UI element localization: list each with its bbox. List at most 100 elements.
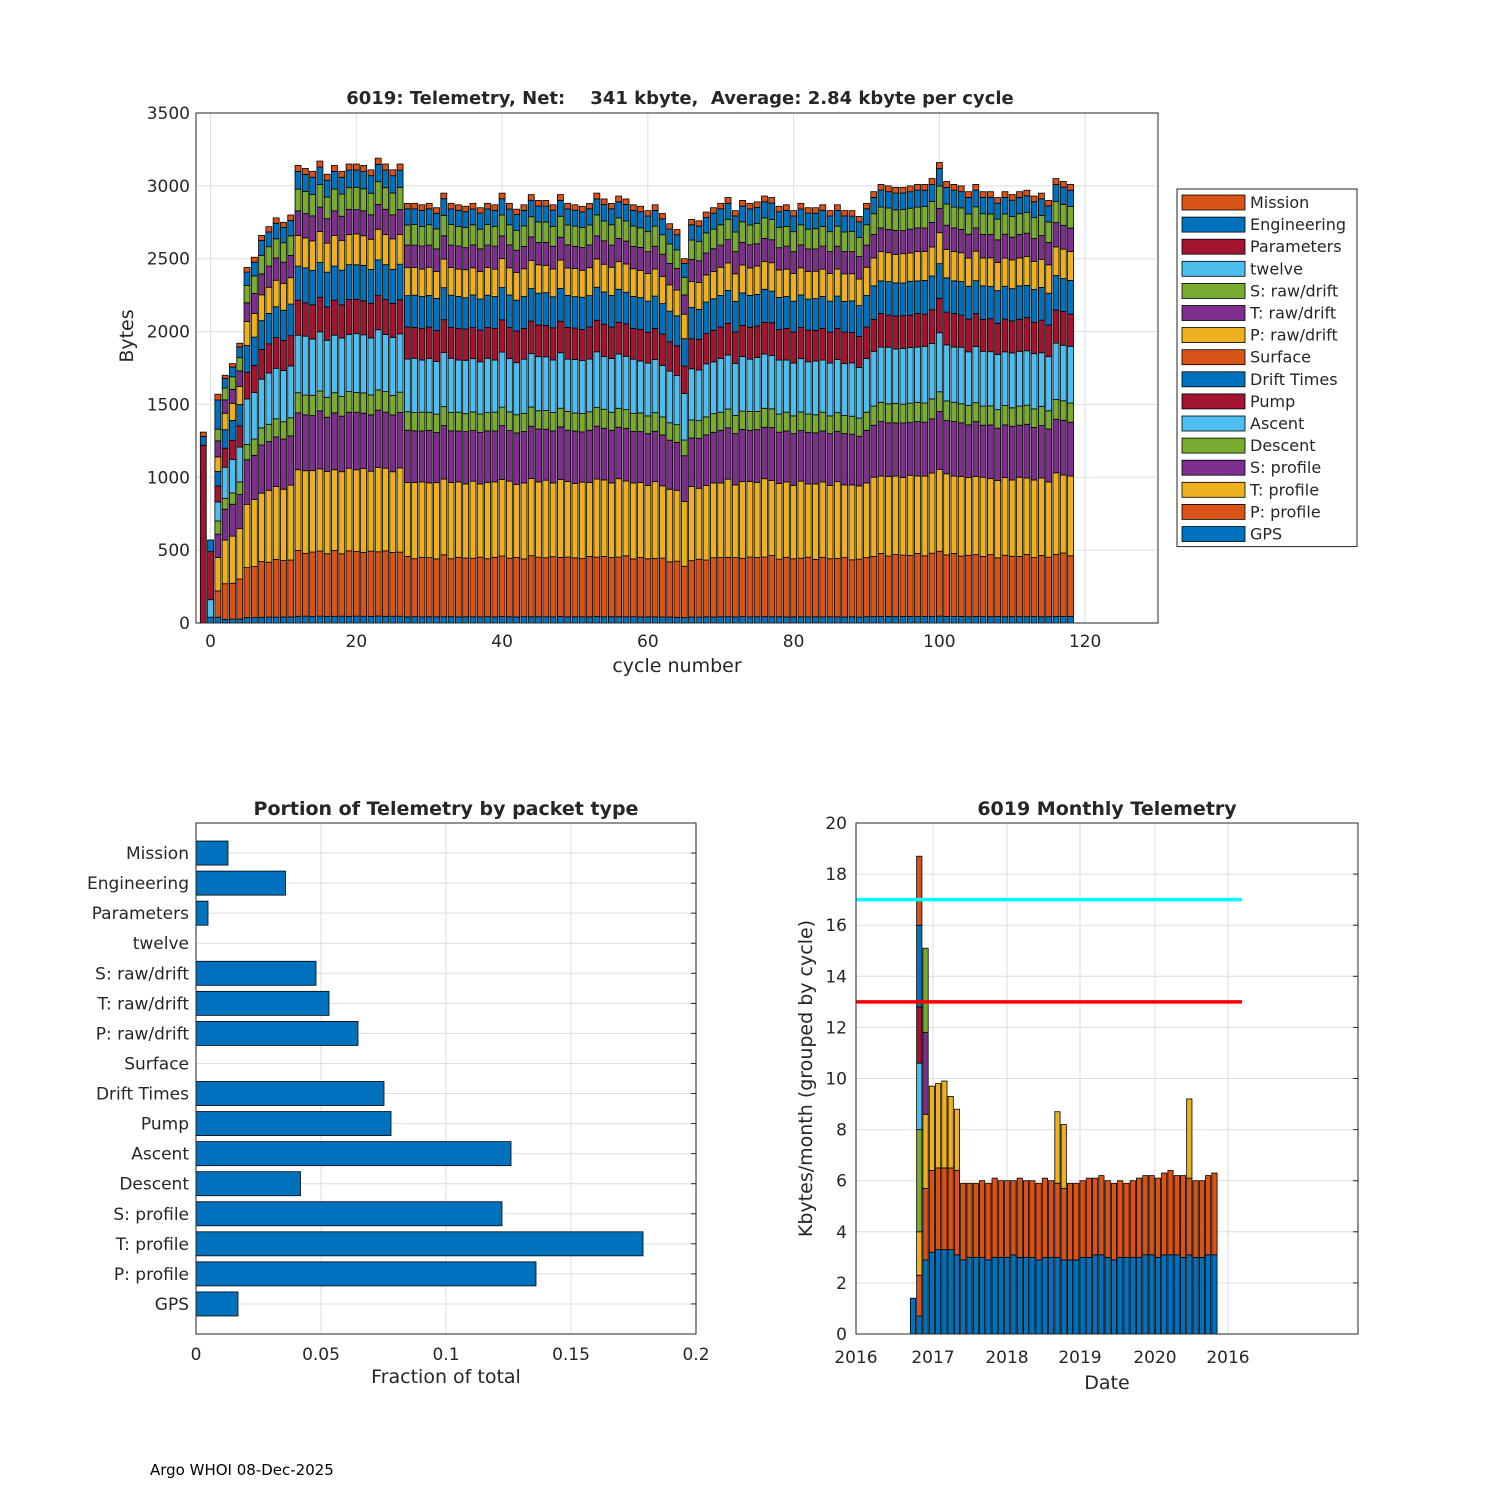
bar-segment	[396, 187, 404, 210]
bar-segment	[403, 208, 411, 226]
bar-segment	[250, 313, 258, 338]
bar-segment	[833, 328, 841, 360]
bar-segment	[331, 615, 338, 624]
bar-segment	[1059, 474, 1067, 554]
bar	[195, 840, 229, 866]
month-bar-segment	[960, 1182, 967, 1261]
bar-segment	[287, 365, 295, 419]
bar-segment	[819, 204, 827, 211]
bar-segment	[367, 394, 375, 416]
bar-segment	[593, 556, 601, 617]
bar-segment	[309, 176, 316, 196]
bar-segment	[600, 204, 608, 222]
bar-segment	[906, 185, 914, 193]
bar-segment	[352, 264, 360, 300]
bar-segment	[367, 238, 375, 270]
bar-segment	[673, 268, 681, 291]
bar-segment	[753, 201, 761, 208]
bar-segment	[790, 231, 797, 253]
bar-segment	[1052, 178, 1060, 185]
legend-label: P: profile	[1250, 502, 1321, 521]
chart-title: Portion of Telemetry by packet type	[254, 798, 639, 820]
bar-segment	[841, 363, 849, 416]
bar-segment	[972, 346, 980, 404]
bar-segment	[986, 257, 994, 287]
bar-segment	[790, 433, 797, 486]
bar-segment	[229, 439, 236, 460]
bar-segment	[258, 273, 265, 296]
bar-segment	[411, 616, 419, 624]
bar-segment	[367, 169, 375, 177]
bar-segment	[884, 314, 892, 348]
bar-segment	[440, 198, 448, 216]
bar-segment	[1023, 553, 1031, 618]
bar-segment	[564, 481, 572, 558]
bar-segment	[221, 497, 229, 510]
bar-segment	[680, 392, 688, 441]
bar-segment	[790, 558, 797, 618]
bar-segment	[782, 268, 790, 297]
bar-segment	[724, 202, 732, 220]
bar-segment	[731, 251, 739, 275]
bar-segment	[775, 226, 783, 249]
bar-segment	[753, 482, 761, 558]
bar-segment	[812, 228, 819, 250]
bar-segment	[782, 327, 790, 361]
bar-segment	[214, 393, 222, 401]
month-bar-segment	[916, 1274, 923, 1317]
bar-segment	[884, 403, 892, 424]
bar-segment	[338, 193, 346, 217]
bar-segment	[855, 305, 863, 337]
bar-segment	[761, 261, 768, 290]
bar-segment	[855, 558, 863, 618]
bar-segment	[1016, 476, 1023, 557]
bar-segment	[527, 320, 535, 355]
bar-segment	[761, 195, 768, 203]
month-bar-segment	[966, 1182, 973, 1258]
x-tick-label: 60	[637, 632, 659, 652]
legend-swatch	[1181, 503, 1246, 520]
month-bar-segment	[953, 1108, 960, 1171]
bar-segment	[921, 345, 929, 404]
bar-segment	[782, 359, 790, 413]
bar-segment	[1052, 616, 1060, 624]
bar-segment	[986, 318, 994, 353]
bar-segment	[957, 616, 965, 624]
bar-segment	[549, 204, 557, 211]
bar-segment	[899, 192, 907, 210]
bar-segment	[571, 557, 579, 618]
bar-segment	[469, 244, 477, 269]
bar-segment	[710, 207, 717, 214]
bar-segment	[724, 218, 732, 241]
bar-segment	[396, 234, 404, 265]
bar-segment	[250, 336, 258, 366]
bar-segment	[761, 426, 768, 480]
bar-segment	[425, 616, 433, 624]
bar-segment	[520, 616, 528, 624]
bar-segment	[899, 554, 907, 617]
category-label: Descent	[119, 1175, 189, 1195]
bar-segment	[236, 618, 244, 624]
bar-segment	[833, 225, 841, 247]
bar-segment	[921, 555, 929, 617]
bar-segment	[731, 363, 739, 416]
bar-segment	[804, 248, 812, 272]
bar-segment	[243, 271, 251, 286]
bar-segment	[1016, 234, 1023, 259]
bar-segment	[666, 284, 674, 312]
bar-segment	[272, 238, 280, 259]
bar-segment	[323, 242, 331, 273]
bar-segment	[928, 398, 936, 420]
bar-segment	[352, 551, 360, 617]
bar-segment	[797, 244, 805, 269]
bar-segment	[739, 292, 746, 326]
bar-segment	[615, 426, 623, 480]
bar-segment	[352, 163, 360, 171]
bar-segment	[790, 210, 797, 217]
bar-segment	[600, 263, 608, 293]
month-bar-segment	[1148, 1175, 1155, 1256]
bar-segment	[484, 327, 491, 359]
bar-segment	[768, 197, 776, 204]
bar-segment	[1059, 224, 1067, 250]
bar-segment	[710, 361, 717, 415]
